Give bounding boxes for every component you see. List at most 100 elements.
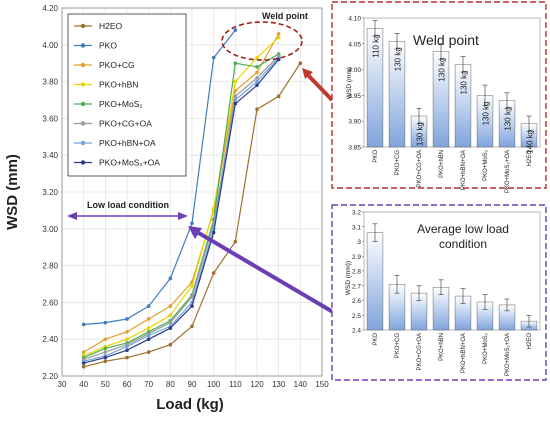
main-series-group — [81, 28, 303, 369]
data-point-pko — [146, 304, 151, 308]
main-x-tick-label: 150 — [315, 380, 329, 389]
inset-category-label: PKO+hBN+OA — [461, 150, 467, 190]
main-x-tick-label: 140 — [294, 380, 308, 389]
bar-data-label: 130 kg — [482, 101, 491, 125]
inset-category-label: PKO+hBN — [439, 150, 445, 178]
inset-y-tick-label: 2.5 — [352, 313, 361, 320]
inset-category-label: PKO+MoS₂ — [483, 332, 489, 364]
data-point-pko-hbn — [276, 35, 281, 40]
low-load-inset-chart: Average low load condition WSD (mm)) 2.4… — [345, 210, 541, 376]
series-line-pko-mos2-oa — [83, 59, 280, 364]
weld-point-inset-chart: Weld point WSD (mm) 3.85 3.90 3.95 4.00 4.05… — [346, 16, 541, 193]
main-x-tick-label: 90 — [188, 380, 197, 389]
data-point-pko-cg-oa — [255, 76, 259, 80]
bar-data-label: 110 kg — [372, 34, 381, 57]
low-load-inset-y-label: WSD (mm)) — [345, 261, 352, 295]
data-point-pko-mos2-oa — [81, 361, 86, 365]
data-point-pko-mos2 — [255, 65, 259, 69]
inset-y-tick-label: 3.95 — [348, 93, 361, 100]
bar-data-label: 130 kg — [416, 122, 425, 146]
legend-swatch-marker — [80, 62, 86, 68]
inset-y-tick-label: 3 — [357, 239, 361, 246]
inset-category-label: PKO+CG — [395, 333, 401, 359]
inset-category-label: H2EO — [527, 333, 533, 350]
weld-point-arrow — [303, 70, 334, 102]
bar-data-label: 130 kg — [504, 107, 513, 131]
data-point-h2eo — [190, 324, 194, 329]
legend: H2EO PKO PKO+CG PKO+hBN PKO+MoS₂ PKO+CG+OA PKO… — [67, 13, 187, 177]
inset-category-label: PKO — [373, 333, 379, 346]
main-x-tick-label: 110 — [229, 380, 242, 389]
legend-label-pko-mos2-oa: PKO+MoS₂+OA — [99, 158, 160, 168]
series-line-pko-hbn-oa — [83, 57, 280, 362]
series-line-pko-cg — [83, 33, 280, 353]
data-point-pko-hbn — [125, 337, 129, 342]
low-load-arrowhead — [188, 226, 202, 239]
legend-swatch-marker — [80, 160, 86, 165]
main-y-tick-label: 2.80 — [42, 262, 58, 271]
data-point-pko-mos2-oa — [190, 304, 194, 308]
legend-label-pko-cg: PKO+CG — [99, 60, 135, 70]
main-x-tick-label: 80 — [166, 380, 175, 389]
data-point-pko-mos2-oa — [103, 355, 108, 360]
legend-label-pko-cg-oa: PKO+CG+OA — [99, 119, 152, 129]
series-line-pko — [83, 29, 236, 326]
data-point-pko-cg — [103, 337, 108, 342]
main-y-tick-label: 4.20 — [42, 4, 58, 13]
legend-swatch-marker — [80, 82, 86, 87]
data-point-pko — [190, 221, 194, 226]
data-point-pko-cg-oa — [168, 320, 173, 325]
data-point-pko-cg — [168, 304, 173, 308]
data-point-pko — [233, 28, 238, 32]
inset-y-tick-label: 2.4 — [352, 328, 361, 335]
main-y-axis-label: WSD (mm) — [4, 154, 21, 230]
weld-point-inset-y-label: WSD (mm) — [346, 67, 353, 99]
data-point-h2eo — [125, 355, 129, 360]
data-point-pko-cg — [125, 330, 129, 334]
data-point-h2eo — [233, 239, 238, 244]
data-point-h2eo — [276, 94, 281, 99]
series-line-pko-mos2 — [83, 53, 280, 359]
data-point-pko — [211, 55, 216, 60]
data-point-h2eo — [81, 365, 86, 369]
main-y-tick-label: 2.20 — [42, 372, 58, 381]
data-point-pko-cg — [276, 31, 281, 36]
main-y-tick-label: 3.60 — [42, 114, 58, 123]
main-y-tick-label: 4.00 — [42, 41, 58, 50]
main-x-axis-label: Load (kg) — [156, 396, 224, 413]
inset-category-label: PKO+MoS₂+OA — [505, 333, 511, 376]
main-plot-frame — [61, 7, 323, 377]
data-point-pko-hbn — [146, 326, 151, 330]
inset-category-label: PKO — [373, 150, 379, 163]
weld-point-ellipse — [221, 21, 303, 61]
low-load-inset-title-line2: condition — [439, 237, 487, 251]
inset-category-label: PKO+CG+OA — [417, 333, 423, 370]
inset-y-tick-label: 2.8 — [352, 269, 361, 276]
main-x-tick-label: 60 — [123, 380, 132, 389]
inset-category-label: PKO+MoS₂ — [483, 149, 489, 181]
data-point-pko-mos2-oa — [168, 326, 173, 330]
data-point-pko-hbn-oa — [233, 98, 238, 102]
main-x-tick-label: 30 — [58, 380, 67, 389]
bar-pko — [366, 232, 384, 331]
data-point-h2eo — [168, 342, 173, 347]
data-point-h2eo — [255, 107, 259, 111]
data-point-h2eo — [298, 61, 303, 65]
main-x-tick-label: 50 — [101, 380, 110, 389]
data-point-pko-mos2 — [233, 61, 238, 65]
bar-data-label: 130 kg — [394, 47, 403, 71]
legend-label-h2eo: H2EO — [99, 21, 123, 31]
series-line-pko-hbn — [83, 36, 280, 357]
data-point-pko-mos2-oa — [255, 83, 259, 88]
inset-y-tick-label: 2.9 — [352, 254, 361, 261]
bar-data-label: 140 kg — [526, 130, 535, 154]
inset-y-tick-label: 3.2 — [352, 210, 361, 217]
data-point-pko-hbn-oa — [255, 79, 259, 84]
legend-swatch-marker — [80, 23, 86, 29]
main-x-tick-label: 120 — [250, 380, 264, 389]
main-x-tick-label: 70 — [144, 380, 153, 389]
legend-label-pko: PKO — [99, 41, 117, 51]
inset-category-label: PKO+CG — [395, 150, 401, 176]
data-point-pko-hbn — [233, 79, 238, 84]
